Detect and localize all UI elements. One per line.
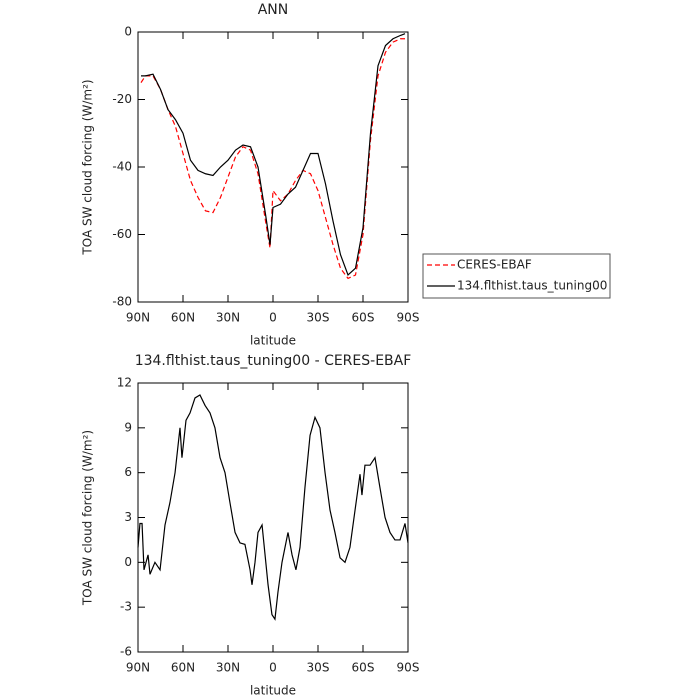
y-tick-label: -3 [120, 600, 132, 614]
x-tick-label: 60S [352, 311, 375, 325]
plot-frame [137, 382, 409, 653]
y-tick-label: -40 [112, 160, 132, 174]
y-tick-label: 6 [124, 465, 132, 479]
x-tick-label: 60S [352, 661, 375, 675]
x-tick-label: 90N [126, 661, 150, 675]
x-tick-label: 60N [171, 311, 195, 325]
y-tick-label: 12 [117, 376, 132, 390]
x-tick-label: 60N [171, 661, 195, 675]
plot-frame [137, 31, 409, 303]
y-tick-label: -60 [112, 227, 132, 241]
y-axis-label: TOA SW cloud forcing (W/m²) [81, 79, 95, 255]
legend-box [422, 253, 611, 299]
x-tick-label: 30N [216, 661, 240, 675]
x-tick-label: 90S [397, 311, 420, 325]
x-tick-label: 0 [269, 661, 277, 675]
x-axis-label: latitude [250, 684, 296, 698]
x-tick-label: 30S [307, 661, 330, 675]
y-tick-label: -6 [120, 645, 132, 659]
y-tick-label: 3 [124, 510, 132, 524]
y-axis-label: TOA SW cloud forcing (W/m²) [81, 430, 95, 606]
y-tick-label: 9 [124, 420, 132, 434]
chart-title: 134.flthist.taus_tuning00 - CERES-EBAF [135, 353, 412, 369]
legend-label: CERES-EBAF [457, 258, 532, 272]
legend-label: 134.flthist.taus_tuning00 [457, 279, 607, 293]
chart-title: ANN [258, 2, 289, 18]
x-tick-label: 90S [397, 661, 420, 675]
x-tick-label: 90N [126, 311, 150, 325]
series-line [141, 33, 406, 277]
x-tick-label: 30N [216, 311, 240, 325]
series-line [137, 394, 409, 621]
y-tick-label: -80 [112, 295, 132, 309]
y-tick-label: 0 [124, 25, 132, 39]
x-axis-label: latitude [250, 334, 296, 348]
series-line [140, 38, 405, 280]
x-tick-label: 30S [307, 311, 330, 325]
y-tick-label: -20 [112, 92, 132, 106]
y-tick-label: 0 [124, 555, 132, 569]
x-tick-label: 0 [269, 311, 277, 325]
